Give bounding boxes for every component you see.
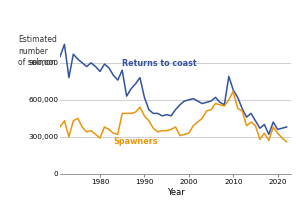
Text: Returns to coast: Returns to coast bbox=[122, 59, 197, 68]
Text: Spawners: Spawners bbox=[113, 137, 158, 146]
Text: Estimated
number
of salmon: Estimated number of salmon bbox=[18, 35, 57, 67]
X-axis label: Year: Year bbox=[167, 188, 184, 197]
